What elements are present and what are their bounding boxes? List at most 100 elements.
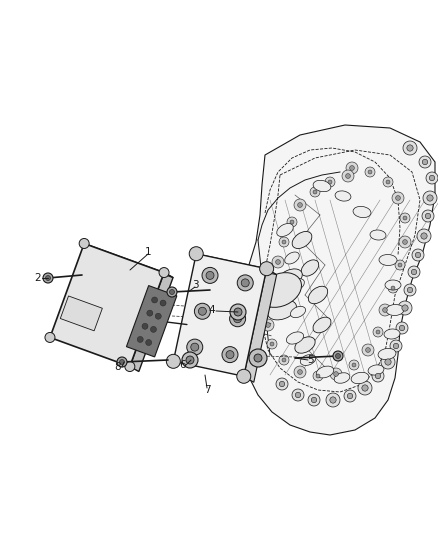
Circle shape <box>347 393 353 399</box>
Circle shape <box>372 370 384 382</box>
Circle shape <box>270 342 274 346</box>
Circle shape <box>325 177 335 187</box>
Polygon shape <box>173 254 267 376</box>
Ellipse shape <box>335 191 351 201</box>
Circle shape <box>425 213 431 219</box>
Ellipse shape <box>313 180 331 192</box>
Circle shape <box>419 156 431 168</box>
Circle shape <box>393 343 399 349</box>
Circle shape <box>408 266 420 278</box>
Text: 7: 7 <box>204 385 210 395</box>
Circle shape <box>167 287 177 297</box>
Circle shape <box>170 289 174 295</box>
Circle shape <box>279 355 289 365</box>
Circle shape <box>237 369 251 383</box>
Circle shape <box>429 175 434 181</box>
Polygon shape <box>244 269 277 382</box>
Circle shape <box>43 273 53 283</box>
Circle shape <box>396 196 400 200</box>
Circle shape <box>313 190 317 194</box>
Circle shape <box>399 325 405 330</box>
Circle shape <box>262 319 274 331</box>
Ellipse shape <box>313 317 331 333</box>
Circle shape <box>422 210 434 222</box>
Circle shape <box>373 327 383 337</box>
Circle shape <box>46 276 50 280</box>
Text: 4: 4 <box>208 305 215 315</box>
Circle shape <box>294 366 306 378</box>
Polygon shape <box>240 125 435 435</box>
Circle shape <box>297 203 302 207</box>
Ellipse shape <box>300 354 316 366</box>
Ellipse shape <box>368 365 384 375</box>
Circle shape <box>426 172 438 184</box>
Circle shape <box>344 390 356 402</box>
Circle shape <box>226 351 234 359</box>
Ellipse shape <box>301 260 319 276</box>
Circle shape <box>147 310 153 316</box>
Circle shape <box>415 252 421 257</box>
Circle shape <box>297 369 302 374</box>
Circle shape <box>381 355 395 369</box>
Circle shape <box>142 324 148 329</box>
Circle shape <box>266 303 270 307</box>
Circle shape <box>292 389 304 401</box>
Circle shape <box>279 237 289 247</box>
Circle shape <box>234 308 242 316</box>
Circle shape <box>45 333 55 342</box>
Text: 1: 1 <box>145 247 151 257</box>
Circle shape <box>311 397 317 403</box>
Ellipse shape <box>353 206 371 217</box>
Ellipse shape <box>290 306 306 318</box>
Circle shape <box>403 141 417 155</box>
Circle shape <box>263 300 273 310</box>
Circle shape <box>342 170 354 182</box>
Ellipse shape <box>286 332 304 344</box>
Ellipse shape <box>386 304 404 316</box>
Circle shape <box>407 287 413 293</box>
Circle shape <box>398 263 402 267</box>
Ellipse shape <box>277 223 293 237</box>
Circle shape <box>151 326 156 333</box>
Circle shape <box>294 199 306 211</box>
Circle shape <box>388 283 398 293</box>
Circle shape <box>152 297 158 303</box>
Ellipse shape <box>258 273 301 308</box>
Text: 5: 5 <box>307 355 313 365</box>
Circle shape <box>366 348 371 352</box>
Circle shape <box>427 195 433 201</box>
Circle shape <box>400 213 410 223</box>
Ellipse shape <box>385 280 401 290</box>
Circle shape <box>295 392 301 398</box>
Circle shape <box>310 187 320 197</box>
Polygon shape <box>84 244 173 278</box>
Circle shape <box>368 170 372 174</box>
Circle shape <box>422 159 427 165</box>
Circle shape <box>326 393 340 407</box>
Circle shape <box>254 354 262 362</box>
Ellipse shape <box>370 230 386 240</box>
Circle shape <box>391 286 395 290</box>
Circle shape <box>313 371 323 381</box>
Circle shape <box>290 220 294 224</box>
Circle shape <box>267 339 277 349</box>
Circle shape <box>375 373 381 379</box>
Ellipse shape <box>288 279 304 292</box>
Circle shape <box>160 300 166 306</box>
Circle shape <box>398 301 412 315</box>
Circle shape <box>346 162 358 174</box>
Circle shape <box>336 353 340 359</box>
Circle shape <box>399 236 411 248</box>
Circle shape <box>202 268 218 284</box>
Circle shape <box>412 249 424 261</box>
Circle shape <box>276 378 288 390</box>
Circle shape <box>79 238 89 248</box>
Circle shape <box>352 363 356 367</box>
Circle shape <box>417 229 431 243</box>
Circle shape <box>282 358 286 362</box>
Circle shape <box>166 354 180 368</box>
Polygon shape <box>60 296 102 331</box>
Circle shape <box>385 359 391 365</box>
Circle shape <box>407 145 413 151</box>
Circle shape <box>287 217 297 227</box>
